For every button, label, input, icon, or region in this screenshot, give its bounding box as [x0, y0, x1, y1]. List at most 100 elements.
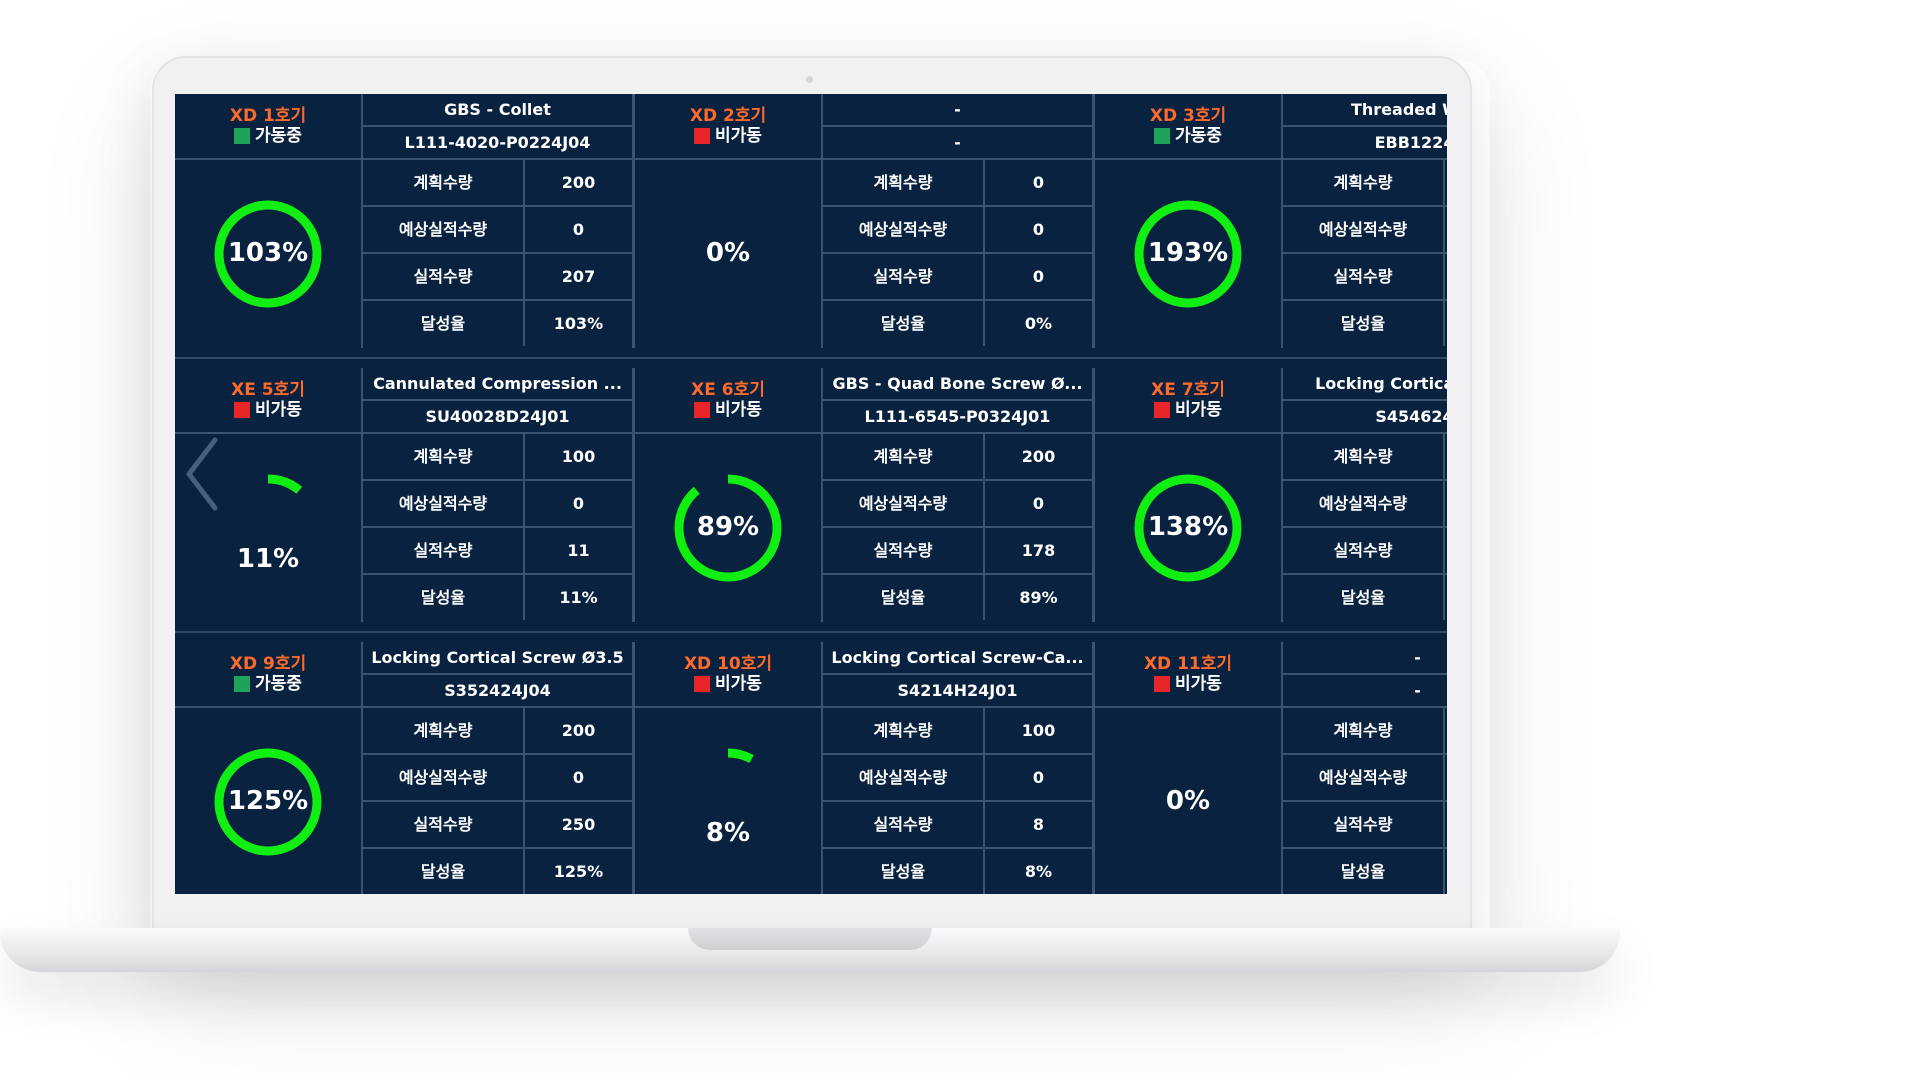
lot-number: -: [1283, 675, 1447, 708]
metric-label: 달성율: [823, 849, 985, 894]
machine-name: XD 3호기: [1149, 106, 1227, 126]
metric-label: 실적수량: [823, 254, 985, 299]
status-text: 비가동: [715, 126, 762, 146]
lot-number: S454624J: [1283, 401, 1447, 434]
metric-label: 달성율: [1283, 575, 1445, 620]
metric-label: 계획수량: [363, 708, 525, 753]
status-badge: 비가동: [234, 400, 302, 420]
machine-name: XD 10호기: [683, 654, 773, 674]
gauge-arc: [1134, 200, 1242, 308]
status-indicator-icon: [694, 676, 711, 692]
status-text: 비가동: [1175, 400, 1222, 420]
metric-row-plan: 계획수량 200: [363, 708, 632, 755]
gauge-arc: [214, 200, 322, 308]
product-name: Locking Cortical Screw: [1283, 368, 1447, 401]
metric-label: 실적수량: [363, 528, 525, 573]
product-name: GBS - Quad Bone Screw Ø...: [823, 368, 1092, 401]
metric-row-plan: 계획수량: [1283, 160, 1447, 207]
status-badge: 비가동: [694, 674, 762, 694]
machine-card[interactable]: XD 2호기 비가동 0% - - 계획수량 0 예상실적수량 0 실적수량 0 달성율 0%: [635, 94, 1095, 348]
metric-value: 89%: [1019, 588, 1058, 607]
machine-card[interactable]: XE 6호기 비가동 89% GBS - Quad Bone Screw Ø... L1…: [635, 368, 1095, 622]
status-indicator-icon: [234, 676, 251, 692]
status-indicator-icon: [1154, 402, 1171, 418]
metric-row-plan: 계획수량 100: [823, 708, 1092, 755]
gauge-percent: 8%: [705, 818, 751, 848]
metric-value: 0: [572, 494, 585, 513]
gauge-arc: [727, 748, 754, 764]
row-separator: [175, 357, 1447, 359]
machine-card[interactable]: XD 11호기 비가동 0% - - 계획수량 예상실적수량 실적수량 달성율: [1095, 642, 1447, 894]
gauge-percent: 125%: [227, 786, 309, 816]
metric-label: 예상실적수량: [1283, 481, 1445, 526]
gauge-percent: 138%: [1147, 512, 1229, 542]
status-indicator-icon: [694, 402, 711, 418]
metric-label: 예상실적수량: [1283, 207, 1445, 252]
metric-label: 예상실적수량: [363, 481, 525, 526]
gauge-percent: 0%: [705, 238, 751, 268]
metric-row-plan: 계획수량 200: [363, 160, 632, 207]
metric-row-rate: 달성율: [1283, 575, 1447, 622]
metric-label: 달성율: [363, 301, 525, 346]
metric-label: 계획수량: [823, 434, 985, 479]
metric-label: 실적수량: [363, 802, 525, 847]
metric-value: [1445, 528, 1447, 573]
machine-name: XD 2호기: [689, 106, 767, 126]
metric-value: 207: [561, 267, 596, 286]
metric-value: [1445, 755, 1447, 800]
metric-label: 실적수량: [1283, 528, 1445, 573]
metric-row-actual: 실적수량 250: [363, 802, 632, 849]
gauge-percent: 11%: [236, 544, 300, 574]
status-text: 비가동: [1175, 674, 1222, 694]
machine-card[interactable]: XD 10호기 비가동 8% Locking Cortical Screw-Ca...…: [635, 642, 1095, 894]
status-text: 비가동: [255, 400, 302, 420]
metric-value: 125%: [553, 862, 604, 881]
metric-value: 0%: [1024, 314, 1053, 333]
metric-label: 예상실적수량: [363, 207, 525, 252]
metric-label: 달성율: [363, 849, 525, 894]
metric-label: 예상실적수량: [823, 481, 985, 526]
machine-card[interactable]: XD 1호기 가동중 103% GBS - Collet L111-4020-P0224…: [175, 94, 635, 348]
metric-value: [1445, 301, 1447, 346]
lot-number: L111-4020-P0224J04: [363, 127, 632, 160]
lot-number: SU40028D24J01: [363, 401, 632, 434]
metric-value: 178: [1021, 541, 1056, 560]
gauge-percent: 89%: [696, 512, 760, 542]
lot-number: -: [823, 127, 1092, 160]
metric-label: 실적수량: [823, 802, 985, 847]
machine-card[interactable]: XE 5호기 비가동 11% Cannulated Compression ... SU…: [175, 368, 635, 622]
machine-name: XE 5호기: [231, 380, 305, 400]
row-separator: [175, 631, 1447, 633]
metric-value: [1445, 802, 1447, 847]
metric-label: 계획수량: [823, 708, 985, 753]
status-badge: 가동중: [1154, 126, 1222, 146]
metric-value: 8%: [1024, 862, 1053, 881]
chevron-left-icon[interactable]: [183, 434, 223, 514]
gauge-arc: [267, 474, 303, 494]
laptop-notch: [688, 928, 932, 950]
metric-row-actual: 실적수량: [1283, 528, 1447, 575]
metric-row-actual: 실적수량: [1283, 802, 1447, 849]
metric-value: 0: [1032, 267, 1045, 286]
achievement-gauge: 89%: [635, 434, 823, 622]
gauge-svg: [1134, 474, 1242, 582]
metric-value: 0: [1032, 220, 1045, 239]
achievement-gauge: 125%: [175, 708, 363, 894]
metric-label: 계획수량: [823, 160, 985, 205]
metric-label: 예상실적수량: [1283, 755, 1445, 800]
status-text: 비가동: [715, 400, 762, 420]
status-indicator-icon: [234, 402, 251, 418]
metric-row-rate: 달성율 0%: [823, 301, 1092, 348]
machine-header: XE 5호기 비가동: [175, 368, 363, 434]
gauge-svg: [674, 474, 782, 582]
machine-card[interactable]: XD 9호기 가동중 125% Locking Cortical Screw Ø3.5…: [175, 642, 635, 894]
product-name: Locking Cortical Screw Ø3.5: [363, 642, 632, 675]
machine-header: XE 6호기 비가동: [635, 368, 823, 434]
achievement-gauge: 103%: [175, 160, 363, 348]
metric-row-actual: 실적수량 178: [823, 528, 1092, 575]
achievement-gauge: 193%: [1095, 160, 1283, 348]
metric-row-expected: 예상실적수량: [1283, 207, 1447, 254]
product-name: GBS - Collet: [363, 94, 632, 127]
